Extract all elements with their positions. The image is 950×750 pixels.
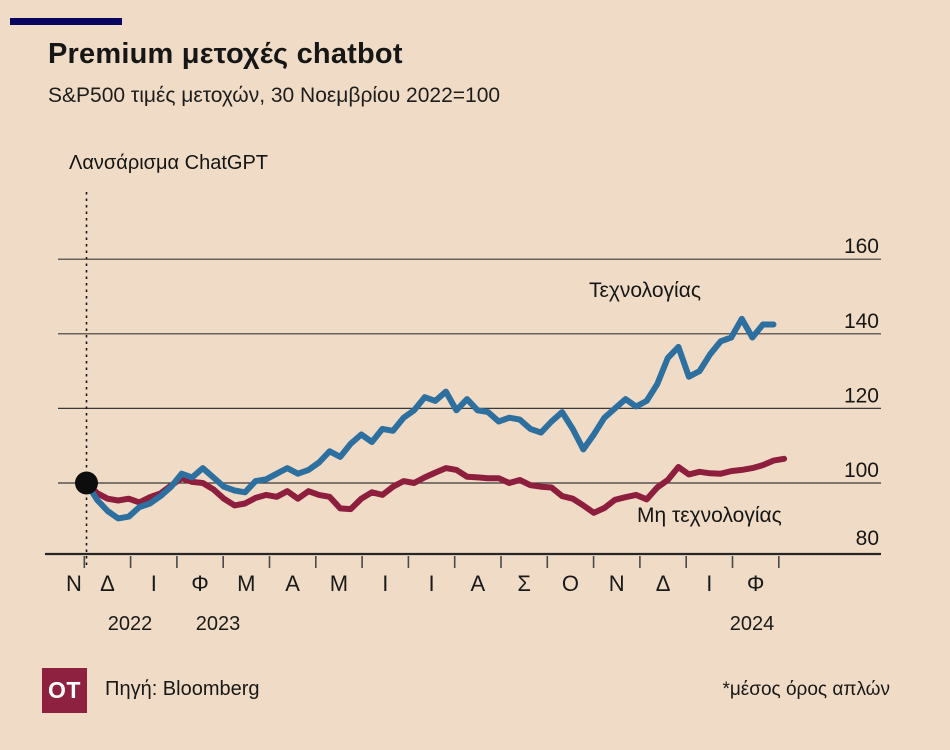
chatgpt-launch-annotation: Λανσάρισμα ChatGPT: [69, 152, 268, 174]
accent-bar: [10, 18, 122, 25]
year-label-2024: 2024: [730, 613, 775, 635]
ot-logo: OT: [42, 668, 87, 713]
month-label-0: Ν: [66, 571, 82, 596]
month-label-2: Ι: [151, 571, 157, 596]
y-axis-label-160: 160: [844, 235, 879, 258]
month-label-7: Ι: [382, 571, 388, 596]
month-label-1: Δ: [100, 571, 115, 596]
month-label-5: Α: [285, 571, 300, 596]
month-label-12: Ν: [609, 571, 625, 596]
y-axis-label-100: 100: [844, 459, 879, 482]
month-label-6: Μ: [330, 571, 348, 596]
page-subtitle: S&P500 τιμές μετοχών, 30 Νοεμβρίου 2022=…: [48, 84, 501, 107]
month-label-4: Μ: [237, 571, 255, 596]
series-line-technology: [83, 315, 777, 522]
month-label-10: Σ: [517, 571, 531, 596]
month-label-3: Φ: [191, 571, 209, 596]
month-label-11: Ο: [562, 571, 579, 596]
y-axis-label-140: 140: [844, 310, 879, 333]
month-label-14: Ι: [706, 571, 712, 596]
month-label-15: Φ: [747, 571, 765, 596]
year-label-2022: 2022: [108, 613, 153, 635]
series-label-technology: Τεχνολογίας: [589, 279, 701, 302]
series-label-non-technology: Μη τεχνολογίας: [637, 504, 782, 527]
month-label-9: Α: [471, 571, 486, 596]
footnote: *μέσος όρος απλών: [722, 679, 890, 700]
y-axis-label-80: 80: [856, 527, 879, 550]
chatgpt-launch-dot: [75, 471, 98, 495]
month-label-13: Δ: [656, 571, 671, 596]
y-axis-label-120: 120: [844, 384, 879, 407]
source-label: Πηγή: Bloomberg: [105, 678, 260, 700]
page-title: Premium μετοχές chatbot: [48, 38, 403, 70]
series-line-non-technology: [83, 455, 788, 516]
month-label-8: Ι: [428, 571, 434, 596]
year-label-2023: 2023: [196, 613, 241, 635]
